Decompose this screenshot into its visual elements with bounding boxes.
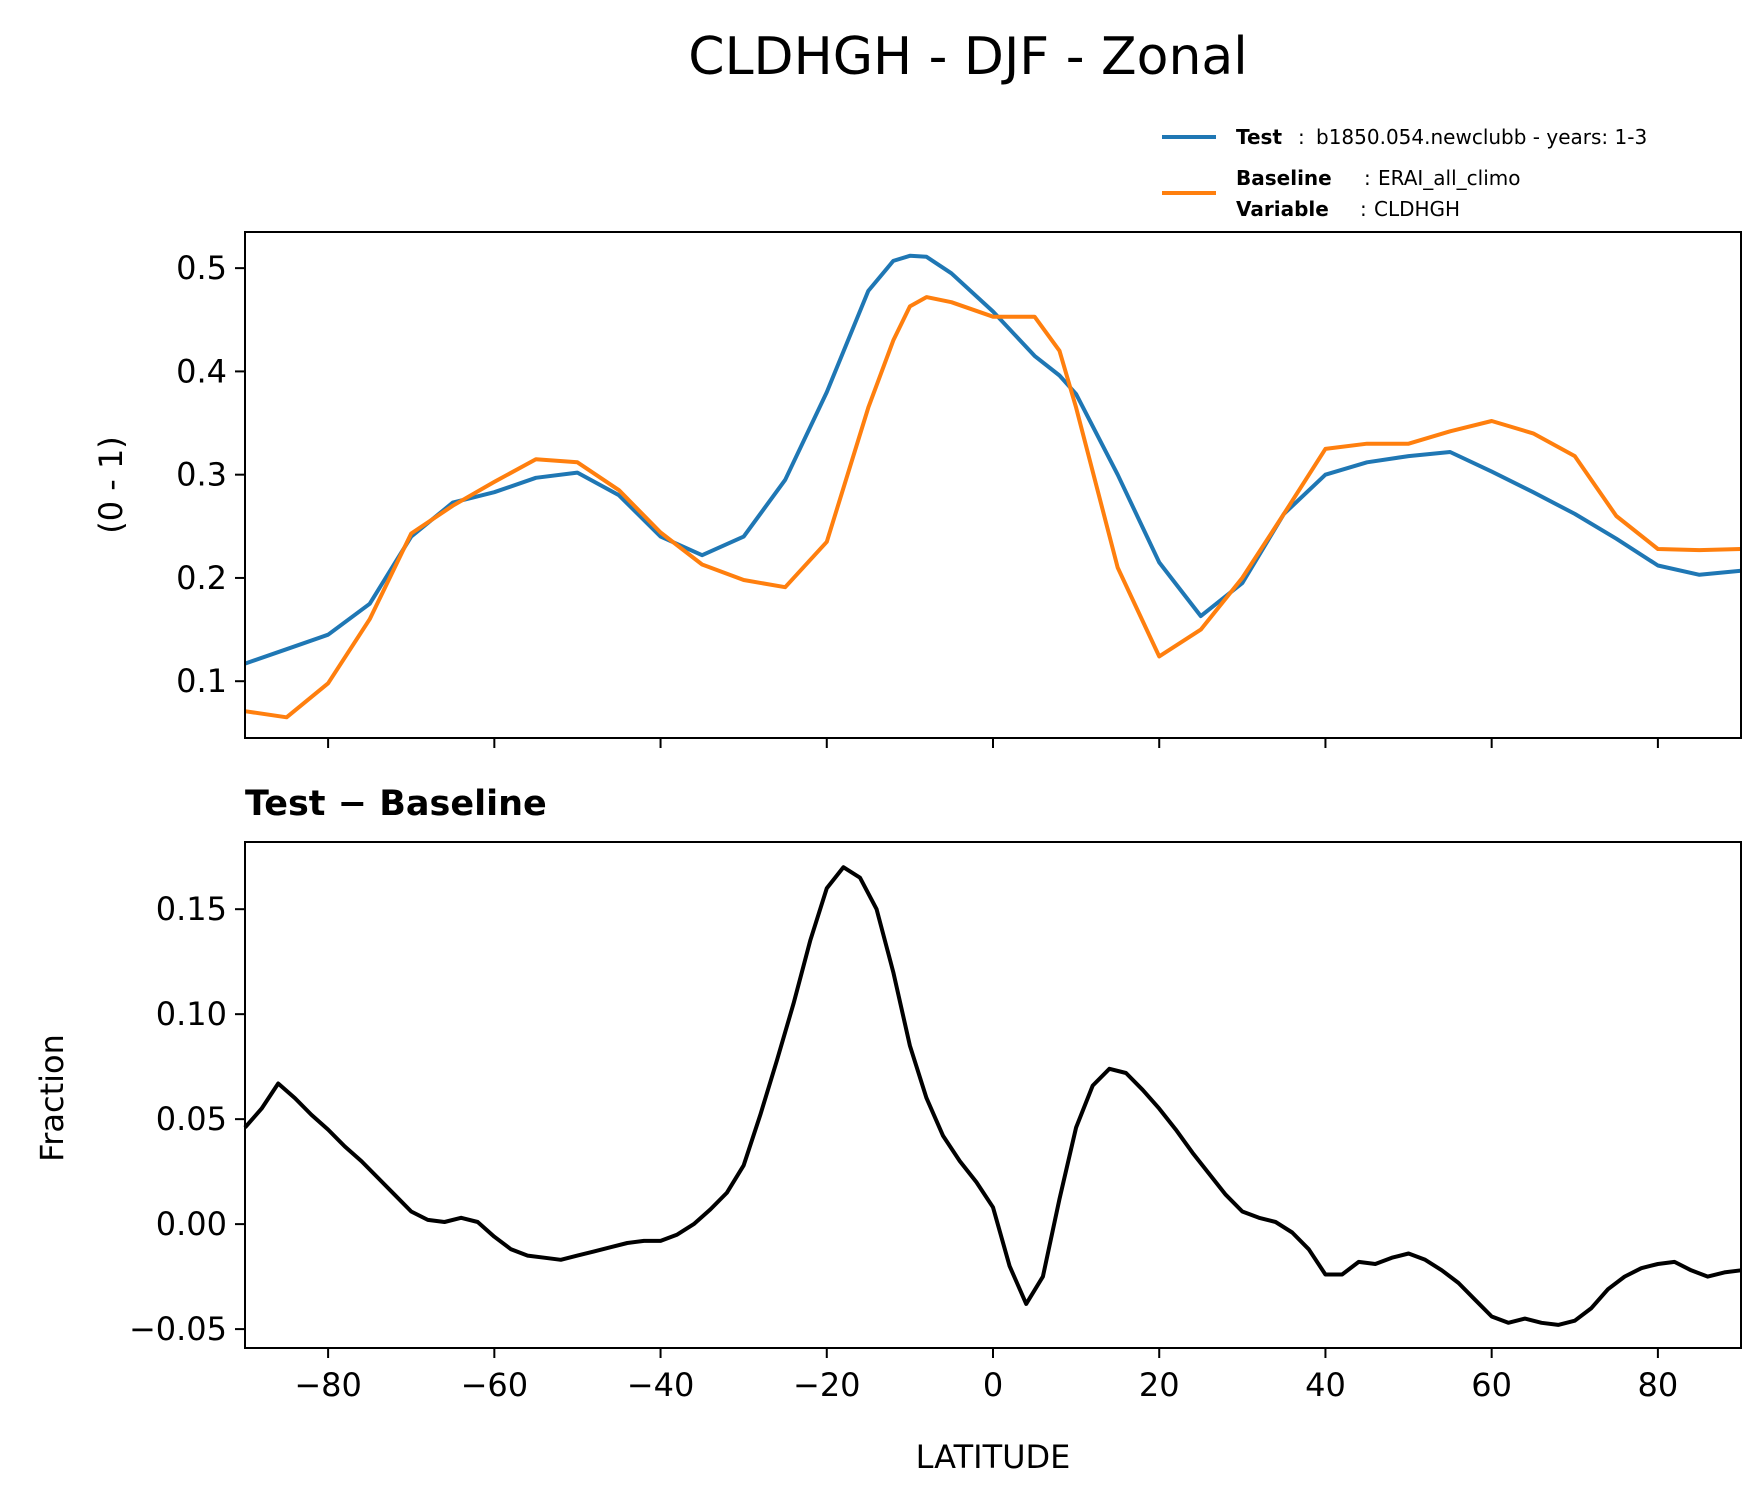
legend-variable-sep: : [1360,197,1367,221]
bottom-xtick-label: −40 [627,1366,695,1404]
bottom-xtick-label: 20 [1139,1366,1180,1404]
bottom-ytick-label: 0.15 [156,890,227,928]
bottom-panel: Test − Baseline −80 −60 −40 −20 0 20 40 60 80 −0.… [33,784,1742,1476]
legend-baseline-key: Baseline [1236,166,1332,190]
top-line-test [244,253,1742,666]
bottom-xtick-label: 60 [1471,1366,1512,1404]
top-ticks: 0.1 0.2 0.3 0.4 0.5 [176,249,1659,748]
bottom-panel-title: Test − Baseline [245,784,547,824]
bottom-ytick-label: 0.05 [156,1100,227,1138]
bottom-xtick-label: −20 [793,1366,861,1404]
top-ytick-label: 0.2 [176,559,227,597]
legend-variable-key: Variable [1236,197,1329,221]
bottom-ytick-label: −0.05 [129,1310,227,1348]
legend-baseline-sep: : [1364,166,1371,190]
bottom-ytick-label: 0.00 [156,1205,227,1243]
bottom-xtick-label: −80 [294,1366,362,1404]
legend-test-value: b1850.054.newclubb - years: 1-3 [1316,125,1647,149]
top-series-group [244,253,1742,720]
legend-variable-value: CLDHGH [1374,197,1460,221]
bottom-ytick-label: 0.10 [156,995,227,1033]
legend: Test : b1850.054.newclubb - years: 1-3 B… [1162,125,1647,221]
bottom-ylabel: Fraction [33,1034,71,1162]
legend-baseline-value: ERAI_all_climo [1378,166,1521,190]
legend-test-key: Test [1236,125,1282,149]
bottom-xtick-label: −60 [461,1366,529,1404]
bottom-series-group [243,865,1742,1327]
top-ylabel: (0 - 1) [92,436,130,534]
top-line-baseline [244,295,1742,720]
top-panel: 0.1 0.2 0.3 0.4 0.5 (0 - 1) [92,231,1742,748]
top-ytick-label: 0.5 [176,249,227,287]
bottom-ticks: −80 −60 −40 −20 0 20 40 60 80 −0.05 0.00 0.05 0.10 0.… [129,890,1678,1404]
legend-test-sep: : [1298,125,1305,149]
top-ytick-label: 0.1 [176,662,227,700]
bottom-xtick-label: 80 [1638,1366,1679,1404]
bottom-xtick-label: 40 [1305,1366,1346,1404]
figure-title: CLDHGH - DJF - Zonal [688,27,1247,87]
top-ytick-label: 0.3 [176,456,227,494]
bottom-panel-frame [244,841,1742,1349]
bottom-xtick-label: 0 [983,1366,1003,1404]
bottom-xlabel: LATITUDE [916,1438,1071,1476]
bottom-line-test-baseline [243,865,1742,1327]
top-ytick-label: 0.4 [176,352,227,390]
